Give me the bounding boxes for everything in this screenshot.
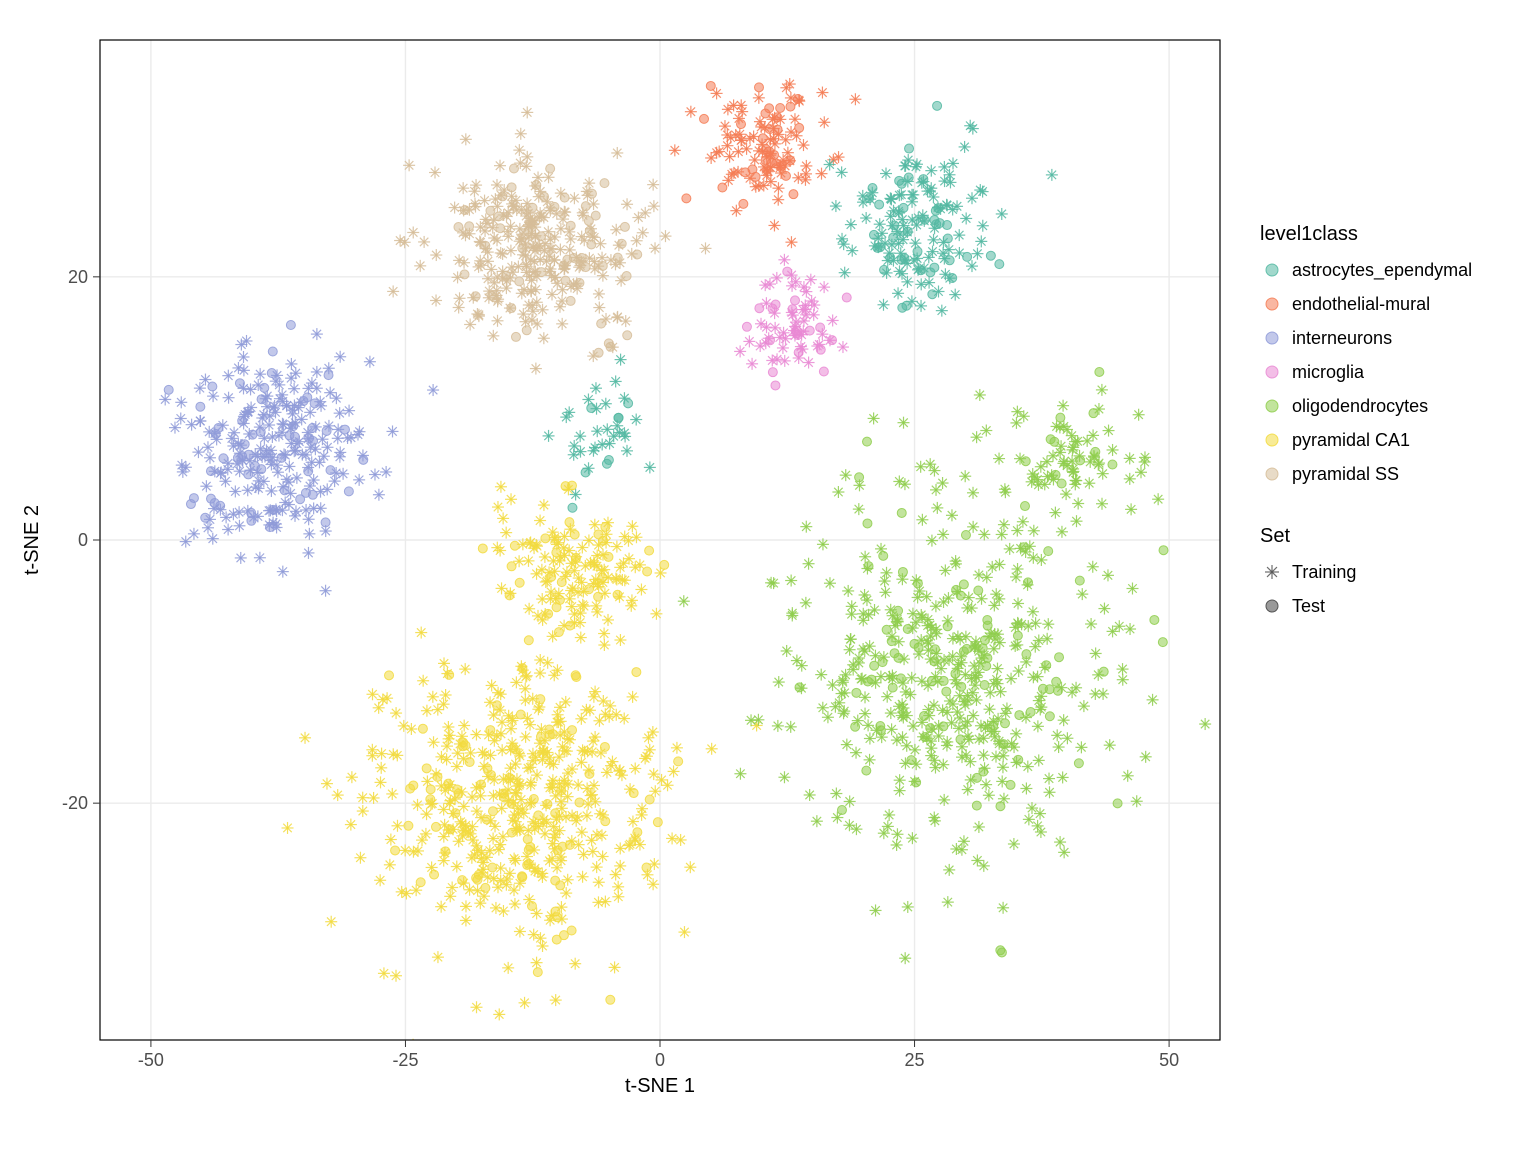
legend-set-label: Test [1292,596,1325,616]
x-tick-label: -25 [392,1050,418,1070]
y-tick-label: -20 [62,793,88,813]
x-tick-label: -50 [138,1050,164,1070]
y-axis-title: t-SNE 2 [21,505,43,575]
tsne-scatter-chart: -50 -25 0 25 50 -20 0 20 t-SNE 1 t-SNE 2 level1cla… [0,0,1536,1152]
chart-svg: -50 -25 0 25 50 -20 0 20 t-SNE 1 t-SNE 2 level1cla… [0,0,1536,1152]
x-tick-label: 25 [905,1050,925,1070]
legend-class-title: level1class [1260,223,1358,245]
x-tick-label: 50 [1159,1050,1179,1070]
y-tick-label: 0 [78,530,88,550]
legend-class-label: pyramidal CA1 [1292,430,1410,450]
legend-class-label: pyramidal SS [1292,464,1399,484]
legend-class-label: microglia [1292,362,1365,382]
legend-class-label: endothelial-mural [1292,294,1430,314]
y-tick-label: 20 [68,267,88,287]
x-tick-label: 0 [655,1050,665,1070]
legend-class-label: astrocytes_ependymal [1292,260,1472,281]
legend-class-label: interneurons [1292,328,1392,348]
legend-set-title: Set [1260,525,1290,547]
legend-set-label: Training [1292,562,1356,582]
x-axis-title: t-SNE 1 [625,1075,695,1097]
legend-class-label: oligodendrocytes [1292,396,1428,416]
